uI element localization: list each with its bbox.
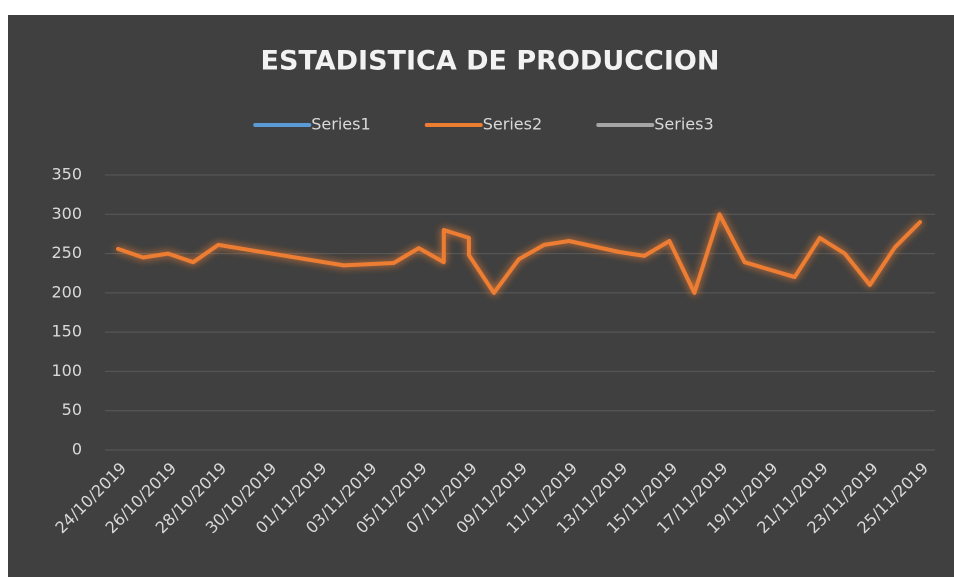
y-tick-label: 150 bbox=[51, 322, 82, 341]
y-tick-label: 200 bbox=[51, 282, 82, 301]
y-tick-label: 100 bbox=[51, 361, 82, 380]
series-line bbox=[116, 212, 922, 295]
legend-label: Series3 bbox=[654, 115, 713, 134]
y-tick-label: 350 bbox=[51, 165, 82, 184]
legend-label: Series2 bbox=[483, 115, 542, 134]
chart-title: ESTADISTICA DE PRODUCCION bbox=[261, 46, 720, 77]
y-tick-label: 300 bbox=[51, 204, 82, 223]
chart-background bbox=[8, 15, 954, 577]
y-tick-label: 50 bbox=[62, 400, 82, 419]
y-tick-label: 0 bbox=[72, 440, 82, 459]
y-tick-label: 250 bbox=[51, 243, 82, 262]
legend-label: Series1 bbox=[311, 115, 370, 134]
